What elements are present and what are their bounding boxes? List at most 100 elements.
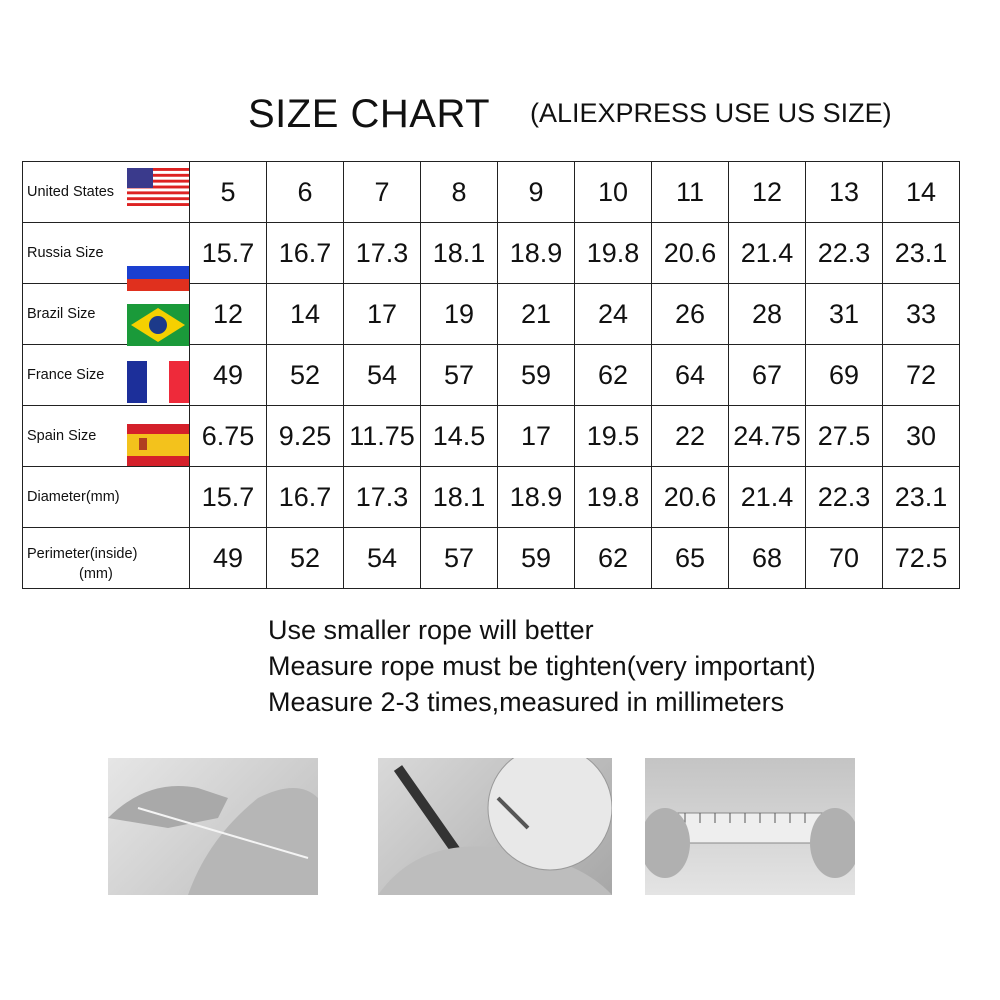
- row-label-text: Spain Size: [27, 428, 97, 444]
- size-cell: 68: [728, 527, 806, 589]
- size-cell: 18.9: [497, 222, 575, 284]
- size-cell: 7: [343, 161, 421, 223]
- size-cell: 24.75: [728, 405, 806, 467]
- size-cell: 14.5: [420, 405, 498, 467]
- size-cell: 5: [189, 161, 267, 223]
- size-cell: 22.3: [805, 466, 883, 528]
- row-label-cell: Russia Size: [22, 222, 190, 291]
- size-cell: 14: [882, 161, 960, 223]
- ruler-measure-photo: [645, 758, 855, 895]
- row-label: Brazil Size: [27, 306, 96, 322]
- row-label-text: France Size: [27, 367, 105, 383]
- size-cell: 62: [574, 344, 652, 406]
- size-cell: 17: [343, 283, 421, 345]
- size-cell: 19.8: [574, 222, 652, 284]
- size-cell: 12: [189, 283, 267, 345]
- table-row: Diameter(mm) 15.7 16.7 17.3 18.1 18.9 19.8 20.6…: [22, 466, 960, 528]
- row-label-text: Diameter(mm): [27, 489, 120, 505]
- size-cell: 19.8: [574, 466, 652, 528]
- size-cell: 16.7: [266, 222, 344, 284]
- size-cell: 70: [805, 527, 883, 589]
- size-cell: 59: [497, 527, 575, 589]
- size-cell: 8: [420, 161, 498, 223]
- row-label: Russia Size: [27, 245, 104, 261]
- note-line: Use smaller rope will better: [268, 615, 594, 645]
- size-cell: 17.3: [343, 466, 421, 528]
- size-cell: 65: [651, 527, 729, 589]
- size-cell: 12: [728, 161, 806, 223]
- size-cell: 49: [189, 344, 267, 406]
- size-cell: 31: [805, 283, 883, 345]
- size-cell: 59: [497, 344, 575, 406]
- hand-wrap-rope-photo: [108, 758, 318, 895]
- table-row: United States 5 6 7 8 9 10 11 12 13 14: [22, 161, 960, 223]
- size-cell: 54: [343, 344, 421, 406]
- row-label: United States: [27, 184, 114, 200]
- page-subtitle: (ALIEXPRESS USE US SIZE): [530, 98, 892, 128]
- size-cell: 22.3: [805, 222, 883, 284]
- size-cell: 54: [343, 527, 421, 589]
- size-cell: 22: [651, 405, 729, 467]
- mark-rope-pen-photo: [378, 758, 612, 895]
- size-cell: 18.1: [420, 466, 498, 528]
- size-cell: 72.5: [882, 527, 960, 589]
- size-cell: 69: [805, 344, 883, 406]
- notes: Use smaller rope will better Measure rop…: [268, 612, 816, 720]
- row-label-text: Russia Size: [27, 245, 104, 261]
- size-cell: 6: [266, 161, 344, 223]
- size-cell: 24: [574, 283, 652, 345]
- size-cell: 57: [420, 344, 498, 406]
- size-cell: 9.25: [266, 405, 344, 467]
- size-table: United States 5 6 7 8 9 10 11 12 13 14 Russia Size 1…: [22, 161, 960, 589]
- table-row: Spain Size 6.75 9.25 11.75 14.5 17 19.5 22 24.75…: [22, 405, 960, 467]
- size-cell: 10: [574, 161, 652, 223]
- france-flag-icon: [127, 361, 189, 403]
- size-cell: 17.3: [343, 222, 421, 284]
- size-cell: 11: [651, 161, 729, 223]
- size-cell: 26: [651, 283, 729, 345]
- page-title: SIZE CHART: [248, 92, 491, 136]
- size-cell: 27.5: [805, 405, 883, 467]
- size-cell: 72: [882, 344, 960, 406]
- size-cell: 23.1: [882, 222, 960, 284]
- spain-flag-icon: [127, 424, 189, 466]
- size-cell: 21: [497, 283, 575, 345]
- row-label-unit: (mm): [79, 566, 113, 582]
- size-cell: 20.6: [651, 466, 729, 528]
- table-row: Perimeter(inside) (mm) 49 52 54 57 59 62 65 68 70 7…: [22, 527, 960, 589]
- size-cell: 17: [497, 405, 575, 467]
- row-label-cell: Brazil Size: [22, 283, 190, 346]
- size-cell: 28: [728, 283, 806, 345]
- row-label: Perimeter(inside) (mm): [27, 544, 137, 584]
- size-cell: 13: [805, 161, 883, 223]
- size-cell: 19: [420, 283, 498, 345]
- size-cell: 21.4: [728, 222, 806, 284]
- size-cell: 19.5: [574, 405, 652, 467]
- size-cell: 6.75: [189, 405, 267, 467]
- size-cell: 9: [497, 161, 575, 223]
- row-label: Diameter(mm): [27, 489, 120, 505]
- size-cell: 62: [574, 527, 652, 589]
- size-cell: 21.4: [728, 466, 806, 528]
- size-cell: 16.7: [266, 466, 344, 528]
- size-cell: 52: [266, 527, 344, 589]
- row-label-cell: Perimeter(inside) (mm): [22, 527, 190, 589]
- size-cell: 64: [651, 344, 729, 406]
- row-label-text: Perimeter(inside): [27, 546, 138, 562]
- row-label: Spain Size: [27, 428, 96, 444]
- size-cell: 14: [266, 283, 344, 345]
- row-label-cell: Spain Size: [22, 405, 190, 467]
- size-cell: 18.9: [497, 466, 575, 528]
- size-cell: 15.7: [189, 222, 267, 284]
- size-cell: 18.1: [420, 222, 498, 284]
- note-line: Measure rope must be tighten(very import…: [268, 651, 816, 681]
- row-label-text: United States: [27, 184, 115, 200]
- table-row: France Size 49 52 54 57 59 62 64 67 69 72: [22, 344, 960, 406]
- size-cell: 23.1: [882, 466, 960, 528]
- row-label: France Size: [27, 367, 104, 383]
- row-label-cell: Diameter(mm): [22, 466, 190, 528]
- size-cell: 30: [882, 405, 960, 467]
- size-cell: 33: [882, 283, 960, 345]
- size-cell: 11.75: [343, 405, 421, 467]
- row-label-cell: France Size: [22, 344, 190, 406]
